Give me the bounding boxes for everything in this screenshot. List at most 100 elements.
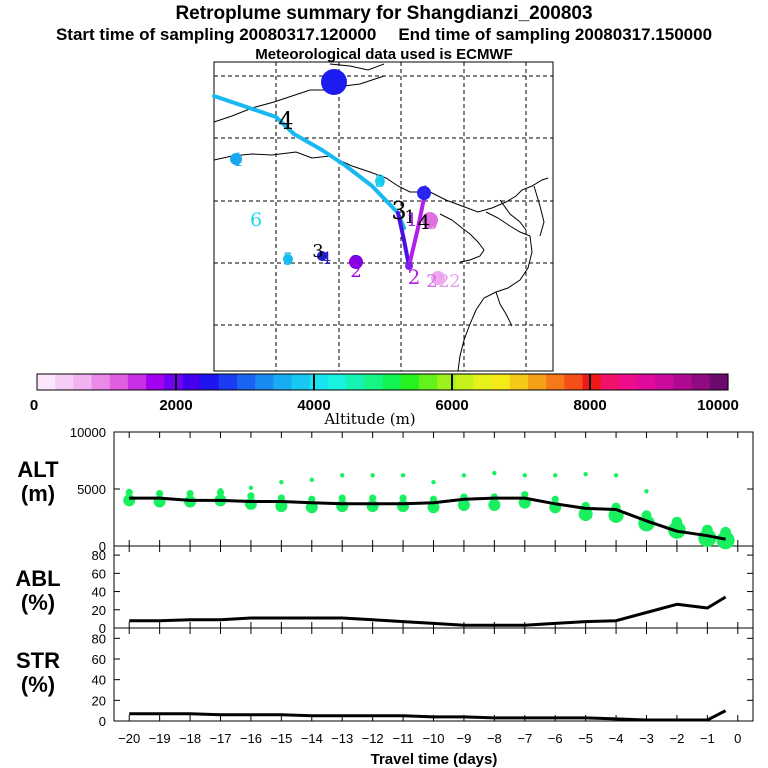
map-label: 2 [408,265,421,289]
colorbar-cell [564,374,584,390]
alt-scatter-point [247,492,255,500]
colorbar-cell [346,374,365,390]
x-axis-ticks [128,432,739,721]
colorbar-tick-labels: 0 2000 4000 6000 8000 10000 [30,397,739,414]
colorbar-cell [691,374,711,390]
trajectory-markers [230,69,445,285]
alt-scatter-point [641,510,652,521]
x-tick-label: −15 [270,731,292,746]
x-tick-label: −6 [548,731,563,746]
colorbar-cell [655,374,675,390]
cbar-tick-5: 10000 [697,397,739,414]
colorbar-cell [527,374,547,390]
chart-title: Retroplume summary for Shangdianzi_20080… [175,3,593,24]
x-tick-label: −1 [700,731,715,746]
alt-scatter-point [522,473,527,478]
y-tick-label: 80 [92,548,106,563]
alt-scatter-point [127,491,132,496]
alt-label-top: ALT [17,457,59,482]
panel-labels: ALT (m) ABL (%) STR (%) [15,457,60,697]
met-data-label: Meteorological data used is ECMWF [255,46,513,63]
alt-scatter-point [308,495,316,503]
colorbar-frame [36,373,729,391]
map-label: 4 [419,183,430,203]
alt-scatter-points [123,470,735,550]
alt-scatter-point [279,479,284,485]
colorbar-cell [582,374,602,390]
alt-scatter-point [553,473,558,478]
colorbar-major-ticks [175,374,591,390]
y-tick-label: 40 [92,585,106,600]
x-tick-label: −8 [487,731,502,746]
x-tick-label: −2 [670,731,685,746]
map-label: 1 [406,210,417,231]
colorbar-cell [382,374,402,390]
alt-scatter-point [644,489,649,494]
cbar-tick-4: 8000 [573,397,606,414]
alt-scatter-point [461,473,467,478]
map-label: 4 [321,249,332,269]
start-time-label: Start time of sampling 20080317.120000 [55,25,377,44]
colorbar-cell [437,374,456,390]
x-tick-label: −11 [393,731,414,746]
x-tick-label: −19 [149,731,171,746]
map-circle [349,255,363,269]
x-tick-label: −14 [301,731,323,746]
colorbar-cell [673,374,693,390]
map-label: 2 [350,261,361,282]
x-tick-label: −20 [118,731,140,746]
colorbar-cell [637,374,656,390]
alt-scatter-point [338,494,346,502]
alt-scatter-point [583,471,588,477]
colorbar-cell [146,374,165,390]
alt-scatter-point [431,479,436,485]
alt-scatter-point [705,525,710,530]
y-tick-label: 10000 [70,425,106,440]
map-label: 3 [312,241,323,262]
map-label: 3 [391,197,406,225]
map-label: 3 [426,213,437,234]
alt-scatter-point [674,517,680,522]
colorbar-cell [255,374,274,390]
y-tick-label: 0 [99,621,106,636]
str-label-bot: (%) [21,672,55,697]
x-axis-label: Travel time (days) [371,751,498,768]
map-label: 2 [438,271,449,292]
colorbar-cell [509,374,529,390]
map-label: 2 [449,271,460,292]
map-circle [283,254,293,264]
colorbar-cell [73,374,93,390]
alt-scatter-point [720,526,732,538]
colorbar-cell [109,374,129,390]
abl-line [129,595,727,627]
y-tick-label: 20 [92,603,106,618]
alt-scatter-point [248,485,254,491]
map-gridlines [214,62,553,371]
y-tick-label: 5000 [77,482,106,497]
x-tick-label: −9 [457,731,472,746]
alt-scatter-point [218,487,223,493]
map-circle [405,262,413,270]
map-label: 3 [350,252,361,273]
end-time-label: End time of sampling 20080317.150000 [398,25,713,44]
x-tick-label: −16 [240,731,262,746]
x-tick-label: −5 [578,731,593,746]
alt-scatter-point [309,477,314,483]
alt-scatter-point [671,516,683,528]
x-tick-label: −7 [517,731,532,746]
x-tick-label: −18 [179,731,201,746]
x-axis-tick-labels: −20 −19 −18 −17 −16 −15 −14 −13 −12 −11 −10 −9 −8 −7−… [118,731,741,746]
colorbar-cell [237,374,256,390]
cbar-tick-0: 0 [30,397,38,414]
y-tick-label: 40 [92,673,106,688]
map-circle [321,69,347,95]
colorbar-cell [37,374,56,390]
alt-scatter-point [157,491,162,496]
colorbar-cell [291,374,311,390]
cbar-tick-3: 6000 [435,397,468,414]
x-tick-label: 0 [734,731,741,746]
